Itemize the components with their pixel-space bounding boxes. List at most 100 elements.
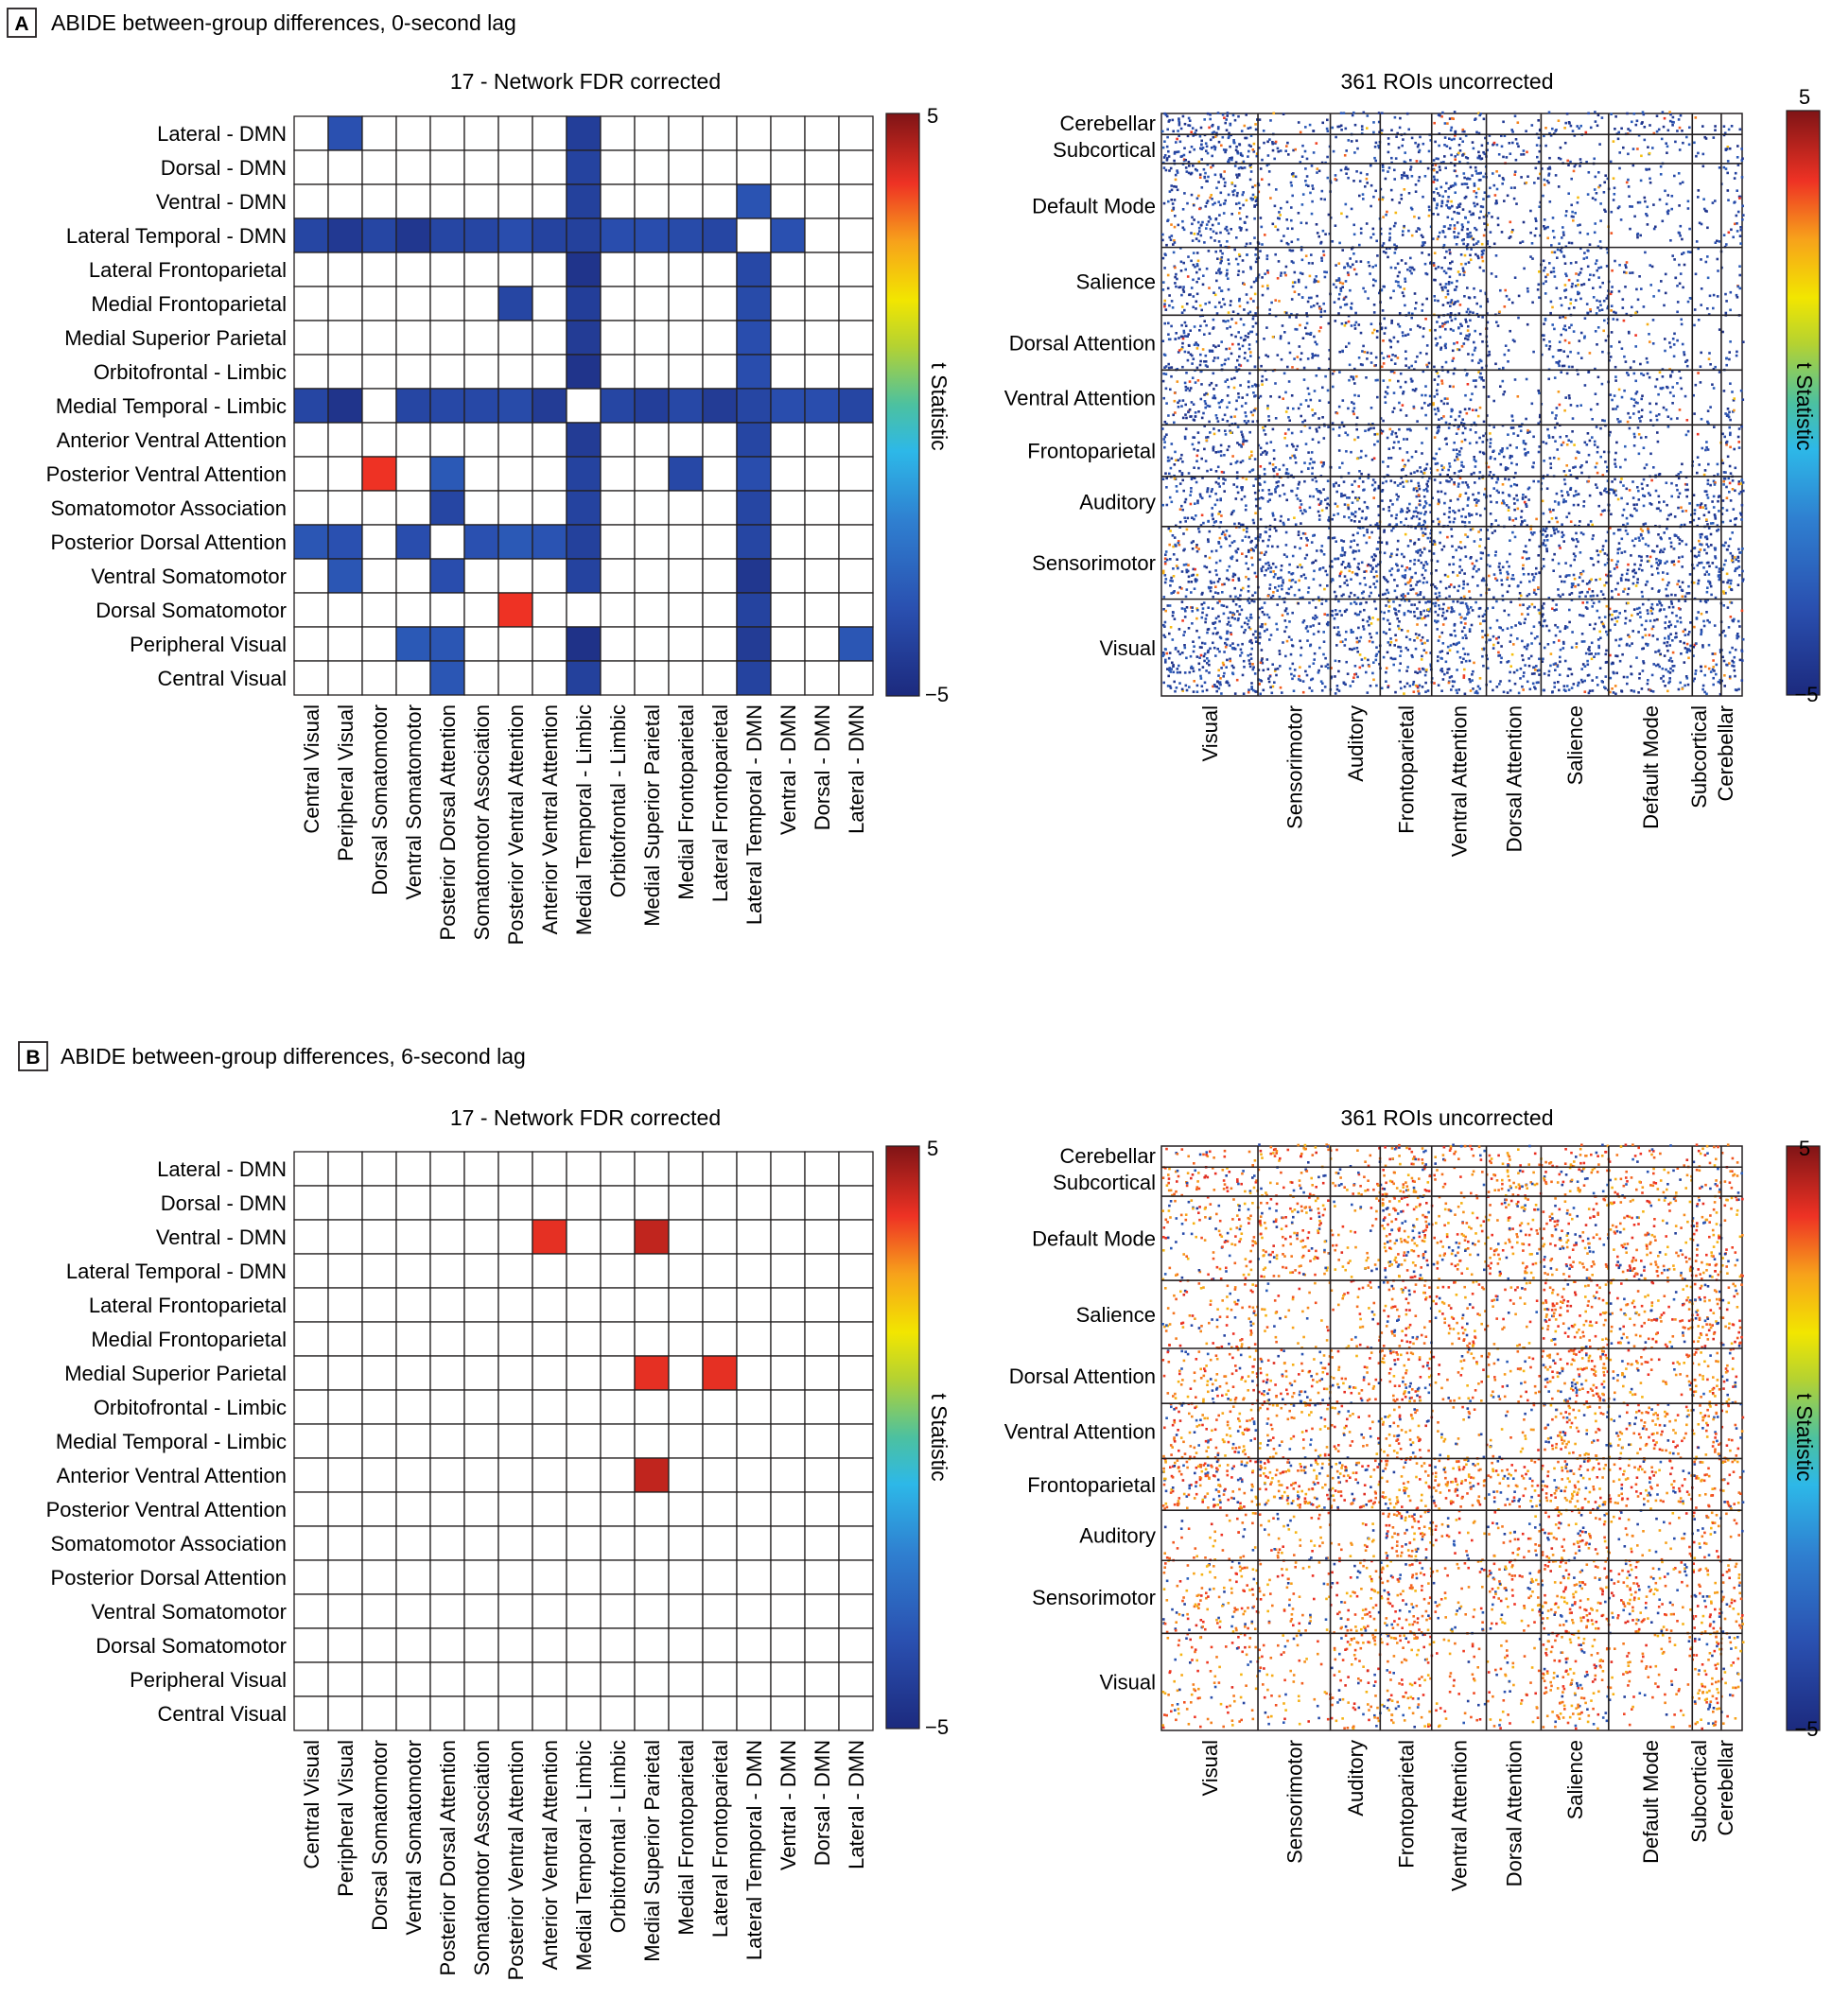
heatmap-cell [634, 1287, 670, 1323]
heatmap-cell [497, 1287, 533, 1323]
heatmap-cell [361, 422, 397, 458]
heatmap-cell [395, 320, 431, 356]
roi-col-label: Auditory [1344, 1740, 1368, 1816]
heatmap-cell [804, 660, 840, 696]
heatmap-cell [293, 1491, 329, 1527]
heatmap-cell [702, 1525, 738, 1561]
heatmap-cell [770, 524, 806, 560]
roi-col-label: Salience [1563, 1740, 1587, 1819]
heatmap-cell [532, 1321, 567, 1357]
heatmap-cell [429, 1457, 465, 1493]
panel-b-left-title: 17 - Network FDR corrected [450, 1105, 721, 1130]
heatmap-cell [497, 558, 533, 594]
heatmap-cell [395, 1457, 431, 1493]
heatmap-cell [429, 1593, 465, 1629]
colorbar-gradient [885, 1145, 920, 1729]
heatmap-cell [429, 1389, 465, 1425]
heatmap-cell [668, 1287, 704, 1323]
panel-a-right-title: 361 ROIs uncorrected [1340, 69, 1553, 94]
heatmap-cell [770, 456, 806, 492]
roi-col-label: Dorsal Attention [1503, 705, 1527, 852]
heatmap-cell [327, 252, 363, 287]
heatmap-cell [497, 1627, 533, 1663]
heatmap-cell [429, 354, 465, 390]
heatmap-cell [804, 456, 840, 492]
heatmap-cell [429, 286, 465, 322]
heatmap-cell [532, 1423, 567, 1459]
heatmap-cell-significant [429, 558, 465, 594]
heatmap-cell [770, 1525, 806, 1561]
heatmap-cell [463, 149, 499, 185]
heatmap-cell-significant [736, 592, 772, 628]
heatmap-cell [838, 1151, 874, 1187]
heatmap-cell [327, 1627, 363, 1663]
heatmap-cell-significant [566, 217, 602, 253]
roi-col-label: Default Mode [1639, 705, 1663, 829]
colorbar-gradient [1786, 110, 1821, 696]
heatmap-cell-significant [566, 183, 602, 219]
heatmap-cell [463, 252, 499, 287]
heatmap-cell [736, 1389, 772, 1425]
col-label: Posterior Dorsal Attention [436, 704, 460, 940]
heatmap-cell [463, 1287, 499, 1323]
heatmap-cell [600, 1559, 636, 1595]
panel-b-letter: B [26, 1047, 40, 1069]
heatmap-cell [497, 1253, 533, 1289]
roi-col-label: Sensorimotor [1282, 705, 1306, 829]
heatmap-cell [668, 1525, 704, 1561]
heatmap-cell [634, 252, 670, 287]
heatmap-cell [361, 626, 397, 662]
row-label: Peripheral Visual [130, 633, 287, 656]
heatmap-cell [395, 1491, 431, 1527]
heatmap-cell [600, 1219, 636, 1255]
heatmap-cell [702, 490, 738, 526]
heatmap-cell [770, 1661, 806, 1697]
heatmap-cell [532, 354, 567, 390]
row-label: Medial Frontoparietal [91, 1328, 287, 1351]
col-label: Lateral Temporal - DMN [742, 704, 766, 925]
heatmap-cell-significant [736, 354, 772, 390]
panel-a-letter-box [7, 8, 37, 38]
heatmap-cell [770, 183, 806, 219]
heatmap-cell [600, 1525, 636, 1561]
colorbar-axis-label: t Statistic [927, 362, 951, 450]
heatmap-cell [804, 1627, 840, 1663]
heatmap-cell [838, 1423, 874, 1459]
heatmap-cell [327, 1389, 363, 1425]
heatmap-cell [804, 626, 840, 662]
heatmap-cell-significant [736, 422, 772, 458]
heatmap-cell-significant [634, 1457, 670, 1493]
heatmap-cell [600, 592, 636, 628]
row-label: Lateral Temporal - DMN [66, 224, 287, 248]
heatmap-cell [804, 183, 840, 219]
roi-col-label: Visual [1198, 1740, 1222, 1797]
heatmap-cell [361, 1559, 397, 1595]
heatmap-cell [600, 286, 636, 322]
heatmap-cell [600, 183, 636, 219]
heatmap-cell-significant [838, 388, 874, 424]
heatmap-cell [293, 1593, 329, 1629]
roi-col-label: Visual [1198, 705, 1222, 762]
heatmap-cell [736, 1355, 772, 1391]
heatmap-cell [327, 592, 363, 628]
heatmap-cell [361, 592, 397, 628]
heatmap-cell [600, 252, 636, 287]
heatmap-cell [702, 1253, 738, 1289]
heatmap-cell [668, 1593, 704, 1629]
heatmap-cell [736, 1185, 772, 1221]
heatmap-cell [361, 252, 397, 287]
heatmap-cell [770, 1287, 806, 1323]
heatmap-cell [668, 320, 704, 356]
heatmap-cell [838, 1389, 874, 1425]
heatmap-cell-significant [838, 626, 874, 662]
heatmap-cell [361, 660, 397, 696]
heatmap-cell [838, 1491, 874, 1527]
heatmap-cell [838, 1219, 874, 1255]
heatmap-cell [634, 149, 670, 185]
heatmap-cell [361, 490, 397, 526]
heatmap-cell [532, 1151, 567, 1187]
colorbar-left-b: 5 −5 t Statistic [885, 1137, 951, 1739]
heatmap-cell [463, 1219, 499, 1255]
heatmap-cell [702, 1423, 738, 1459]
heatmap-cell [600, 1253, 636, 1289]
